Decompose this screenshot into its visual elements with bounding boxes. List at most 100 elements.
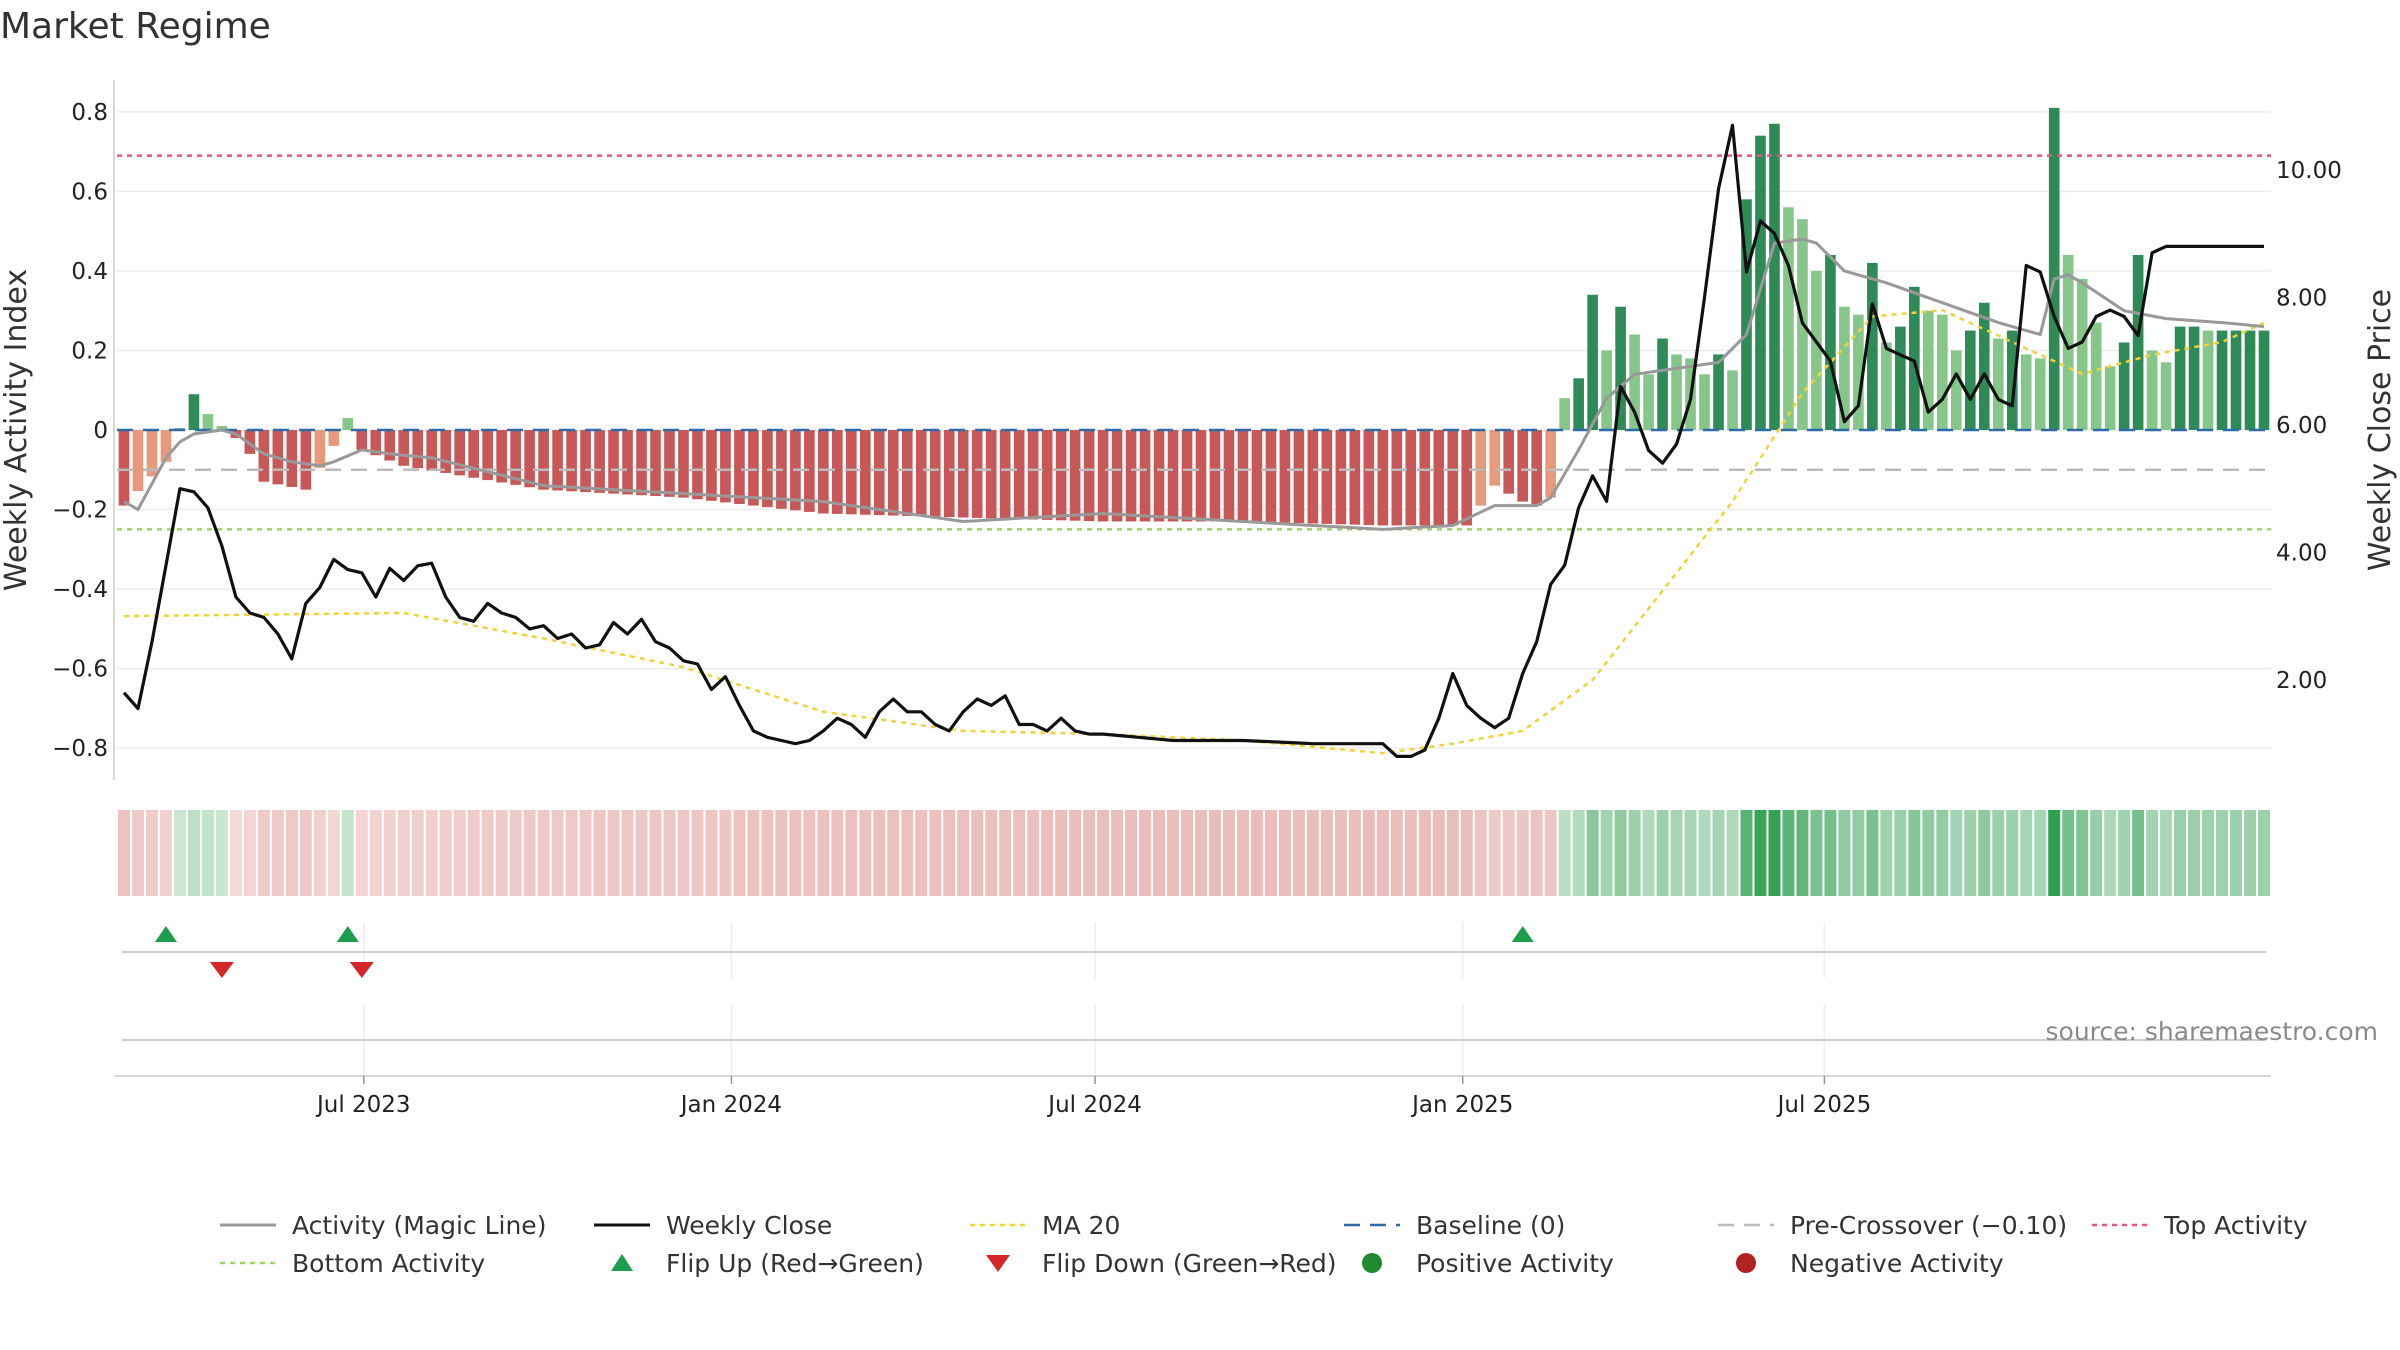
activity-bar — [1209, 430, 1221, 522]
regime-cell — [2118, 810, 2131, 896]
activity-bar — [412, 430, 424, 469]
regime-cell — [495, 810, 508, 896]
regime-cell — [257, 810, 270, 896]
activity-bar — [1923, 310, 1934, 430]
activity-bar — [734, 430, 745, 504]
left-tick-label: 0.2 — [71, 338, 108, 364]
legend-item: Flip Up (Red→Green) — [611, 1249, 924, 1278]
activity-bar — [384, 430, 396, 461]
x-tick-label: Jul 2025 — [1776, 1092, 1872, 1118]
regime-cell — [1250, 810, 1263, 896]
activity-bar — [1405, 430, 1417, 526]
regime-cell — [1922, 810, 1935, 896]
regime-cell — [1964, 810, 1977, 896]
magic-line — [123, 237, 2265, 531]
activity-bar — [1741, 199, 1752, 430]
regime-cell — [2034, 810, 2047, 896]
regime-cell — [551, 810, 564, 896]
legend-item: MA 20 — [970, 1211, 1120, 1240]
regime-cell — [859, 810, 872, 896]
activity-bar — [1517, 430, 1529, 502]
regime-cell — [1824, 810, 1837, 896]
regime-cell — [1992, 810, 2005, 896]
regime-cell — [1390, 810, 1403, 896]
regime-cell — [355, 810, 368, 896]
legend-label: Flip Up (Red→Green) — [666, 1249, 924, 1278]
activity-bar — [1083, 430, 1095, 522]
regime-cell — [1572, 810, 1585, 896]
regime-cell — [929, 810, 942, 896]
activity-bar — [832, 430, 843, 514]
x-tick-label: Jan 2025 — [1410, 1092, 1513, 1118]
activity-bar — [2048, 107, 2060, 430]
activity-bar — [664, 430, 675, 497]
legend-item: Top Activity — [2092, 1211, 2308, 1240]
activity-bar — [202, 414, 214, 430]
regime-cell — [1306, 810, 1319, 896]
regime-cell — [1432, 810, 1445, 896]
activity-bar — [2090, 322, 2102, 430]
regime-cell — [2076, 810, 2089, 896]
activity-bar — [1265, 430, 1277, 523]
regime-cell — [1236, 810, 1249, 896]
x-axis: Jul 2023 Jan 2024 Jul 2024 Jan 2025 Jul 2025 — [114, 1075, 2271, 1118]
regime-cell — [1362, 810, 1375, 896]
activity-bar — [2202, 330, 2214, 430]
regime-cell — [1936, 810, 1949, 896]
regime-cell — [1726, 810, 1739, 896]
activity-bar — [1307, 430, 1319, 524]
activity-bar — [1545, 430, 1556, 498]
regime-cell — [1530, 810, 1543, 896]
regime-cell — [1111, 810, 1124, 896]
activity-bar — [1587, 294, 1598, 430]
activity-bar — [1167, 430, 1179, 522]
regime-cell — [131, 810, 144, 896]
regime-cell — [817, 810, 830, 896]
activity-bar — [1992, 338, 2004, 430]
regime-cell — [2258, 810, 2270, 896]
regime-cell — [1446, 810, 1459, 896]
activity-bar — [496, 430, 507, 483]
activity-bar — [300, 430, 312, 490]
activity-bar — [1391, 430, 1403, 526]
left-axis-label: Weekly Activity Index — [0, 269, 34, 591]
right-tick-label: 4.00 — [2276, 540, 2327, 566]
regime-cell — [187, 810, 200, 896]
regime-cell — [579, 810, 592, 896]
regime-cell — [383, 810, 396, 896]
activity-bar — [1573, 378, 1584, 430]
regime-cell — [985, 810, 998, 896]
activity-bar — [1363, 430, 1375, 526]
regime-cell — [593, 810, 606, 896]
regime-cell — [1334, 810, 1347, 896]
activity-bar — [1419, 430, 1431, 526]
activity-bar — [1895, 326, 1906, 430]
regime-cell — [369, 810, 382, 896]
activity-bar — [943, 430, 955, 518]
activity-bar — [2132, 255, 2144, 430]
regime-cell — [1670, 810, 1683, 896]
activity-bar — [454, 430, 465, 476]
activity-bar — [286, 430, 298, 488]
activity-bar — [328, 430, 340, 446]
regime-cell — [1656, 810, 1669, 896]
regime-cell — [2174, 810, 2187, 896]
regime-cell — [1614, 810, 1627, 896]
regime-cell — [915, 810, 928, 896]
regime-cell — [1013, 810, 1026, 896]
regime-cell — [411, 810, 424, 896]
activity-bar — [1825, 255, 1836, 430]
legend-swatch — [1736, 1253, 1756, 1273]
regime-cell — [1978, 810, 1991, 896]
activity-bar — [510, 430, 521, 485]
regime-cell — [537, 810, 550, 896]
regime-cell — [957, 810, 970, 896]
regime-cell — [439, 810, 452, 896]
legend-label: Positive Activity — [1416, 1249, 1614, 1278]
activity-bar — [2020, 354, 2032, 430]
right-tick-label: 8.00 — [2276, 285, 2327, 311]
activity-bar — [216, 426, 228, 430]
regime-cell — [1264, 810, 1277, 896]
regime-cell — [649, 810, 662, 896]
